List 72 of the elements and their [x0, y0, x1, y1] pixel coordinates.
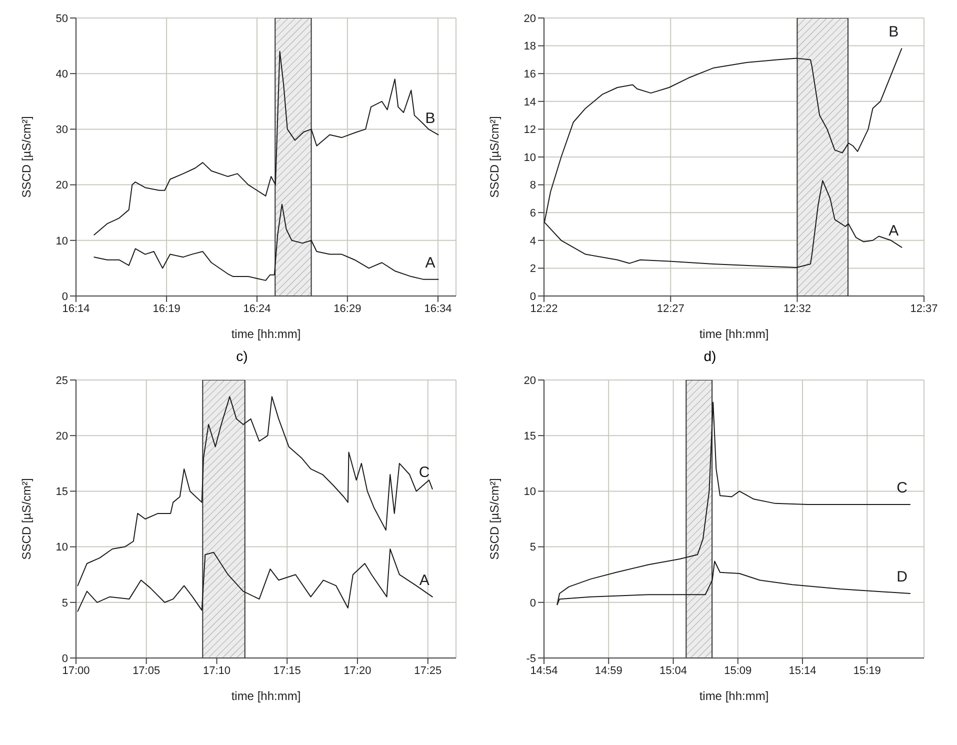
x-tick-label: 12:22 — [530, 302, 558, 315]
y-tick-label: 0 — [530, 290, 536, 303]
x-tick-label: 15:09 — [724, 664, 752, 677]
y-tick-label: 14 — [524, 96, 536, 108]
x-tick-label: 12:32 — [783, 302, 811, 315]
y-axis-title: SSCD [µS/cm²] — [19, 478, 34, 560]
y-tick-label: 16 — [524, 68, 536, 81]
x-axis-title: time [hh:mm] — [699, 689, 769, 703]
y-tick-label: 20 — [524, 374, 536, 387]
x-tick-label: 14:54 — [530, 664, 558, 677]
y-tick-label: 10 — [56, 235, 68, 248]
x-tick-label: 12:27 — [656, 302, 684, 315]
y-tick-label: 0 — [530, 597, 536, 610]
series-label: C — [896, 480, 908, 497]
y-tick-label: 5 — [62, 597, 68, 610]
x-tick-label: 17:05 — [132, 664, 160, 677]
y-tick-label: 10 — [524, 486, 536, 498]
y-tick-label: -5 — [526, 652, 536, 665]
x-tick-label: 16:19 — [152, 302, 180, 315]
line-series — [94, 204, 439, 281]
y-tick-label: 0 — [62, 290, 68, 303]
series-label: A — [888, 222, 899, 240]
y-tick-label: 6 — [530, 208, 536, 220]
series-label: D — [896, 568, 908, 586]
x-tick-label: 17:10 — [203, 664, 231, 677]
series-label: A — [425, 254, 436, 272]
y-axis-title: SSCD [µS/cm²] — [487, 116, 502, 198]
x-axis-title: time [hh:mm] — [699, 327, 769, 341]
x-tick-label: 15:04 — [660, 664, 688, 677]
series-label: B — [425, 110, 436, 127]
chart-title: d) — [702, 348, 718, 366]
x-tick-label: 16:14 — [62, 302, 90, 315]
y-tick-label: 15 — [524, 430, 536, 443]
y-tick-label: 0 — [62, 652, 68, 665]
y-axis-title: SSCD [µS/cm²] — [487, 478, 502, 560]
series-label: A — [419, 572, 430, 589]
x-tick-label: 15:19 — [853, 664, 881, 677]
x-tick-label: 15:14 — [788, 664, 816, 677]
y-tick-label: 10 — [56, 542, 68, 554]
line-series — [77, 396, 433, 586]
x-tick-label: 16:29 — [334, 302, 362, 315]
x-tick-label: 17:15 — [273, 664, 301, 677]
y-tick-label: 20 — [56, 430, 68, 443]
y-axis-title: SSCD [µS/cm²] — [19, 116, 34, 198]
y-tick-label: 15 — [56, 486, 68, 498]
line-series — [77, 548, 433, 612]
x-axis-title: time [hh:mm] — [231, 327, 301, 341]
chart-title: c) — [235, 348, 249, 366]
x-tick-label: 17:00 — [62, 664, 90, 677]
x-tick-label: 17:25 — [414, 664, 442, 677]
y-tick-label: 25 — [56, 374, 68, 387]
y-tick-label: 40 — [56, 68, 68, 81]
y-tick-label: 10 — [524, 152, 536, 164]
x-tick-label: 16:24 — [243, 302, 271, 315]
y-tick-label: 5 — [530, 542, 536, 554]
y-tick-label: 20 — [56, 180, 68, 192]
y-tick-label: 12 — [524, 124, 536, 136]
y-tick-label: 20 — [524, 12, 536, 25]
x-tick-label: 17:20 — [344, 664, 372, 677]
series-label: B — [888, 24, 899, 41]
y-tick-label: 50 — [56, 12, 68, 25]
line-series — [94, 50, 439, 236]
y-tick-label: 4 — [530, 235, 536, 248]
x-tick-label: 14:59 — [594, 664, 622, 677]
y-tick-label: 8 — [530, 180, 536, 192]
series-label: C — [418, 464, 430, 481]
x-tick-label: 16:34 — [424, 302, 452, 315]
y-tick-label: 2 — [530, 263, 536, 276]
x-axis-title: time [hh:mm] — [231, 689, 301, 703]
y-tick-label: 30 — [56, 124, 68, 136]
y-tick-label: 18 — [524, 40, 536, 53]
x-tick-label: 12:37 — [910, 302, 938, 315]
